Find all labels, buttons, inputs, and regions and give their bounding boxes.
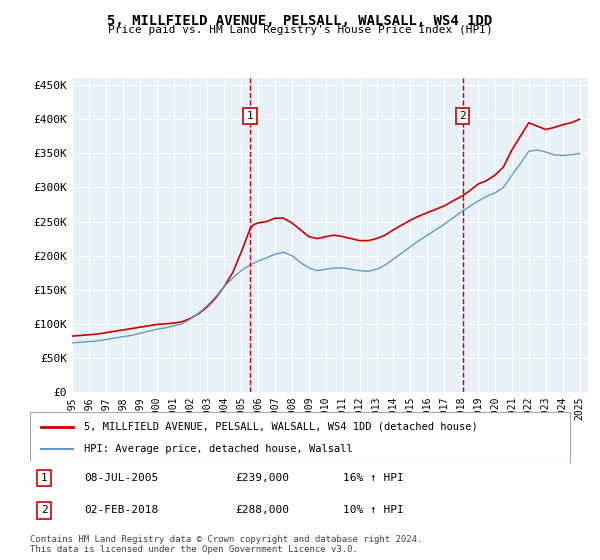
- Text: 10% ↑ HPI: 10% ↑ HPI: [343, 505, 404, 515]
- Text: HPI: Average price, detached house, Walsall: HPI: Average price, detached house, Wals…: [84, 445, 353, 454]
- Text: £288,000: £288,000: [235, 505, 289, 515]
- Text: 16% ↑ HPI: 16% ↑ HPI: [343, 473, 404, 483]
- Text: 2: 2: [41, 505, 47, 515]
- Text: Contains HM Land Registry data © Crown copyright and database right 2024.
This d: Contains HM Land Registry data © Crown c…: [30, 535, 422, 554]
- Text: 1: 1: [247, 111, 253, 121]
- Text: 2: 2: [459, 111, 466, 121]
- Text: £239,000: £239,000: [235, 473, 289, 483]
- Text: Price paid vs. HM Land Registry's House Price Index (HPI): Price paid vs. HM Land Registry's House …: [107, 25, 493, 35]
- Text: 02-FEB-2018: 02-FEB-2018: [84, 505, 158, 515]
- Text: 5, MILLFIELD AVENUE, PELSALL, WALSALL, WS4 1DD: 5, MILLFIELD AVENUE, PELSALL, WALSALL, W…: [107, 14, 493, 28]
- Text: 08-JUL-2005: 08-JUL-2005: [84, 473, 158, 483]
- Text: 1: 1: [41, 473, 47, 483]
- Text: 5, MILLFIELD AVENUE, PELSALL, WALSALL, WS4 1DD (detached house): 5, MILLFIELD AVENUE, PELSALL, WALSALL, W…: [84, 422, 478, 432]
